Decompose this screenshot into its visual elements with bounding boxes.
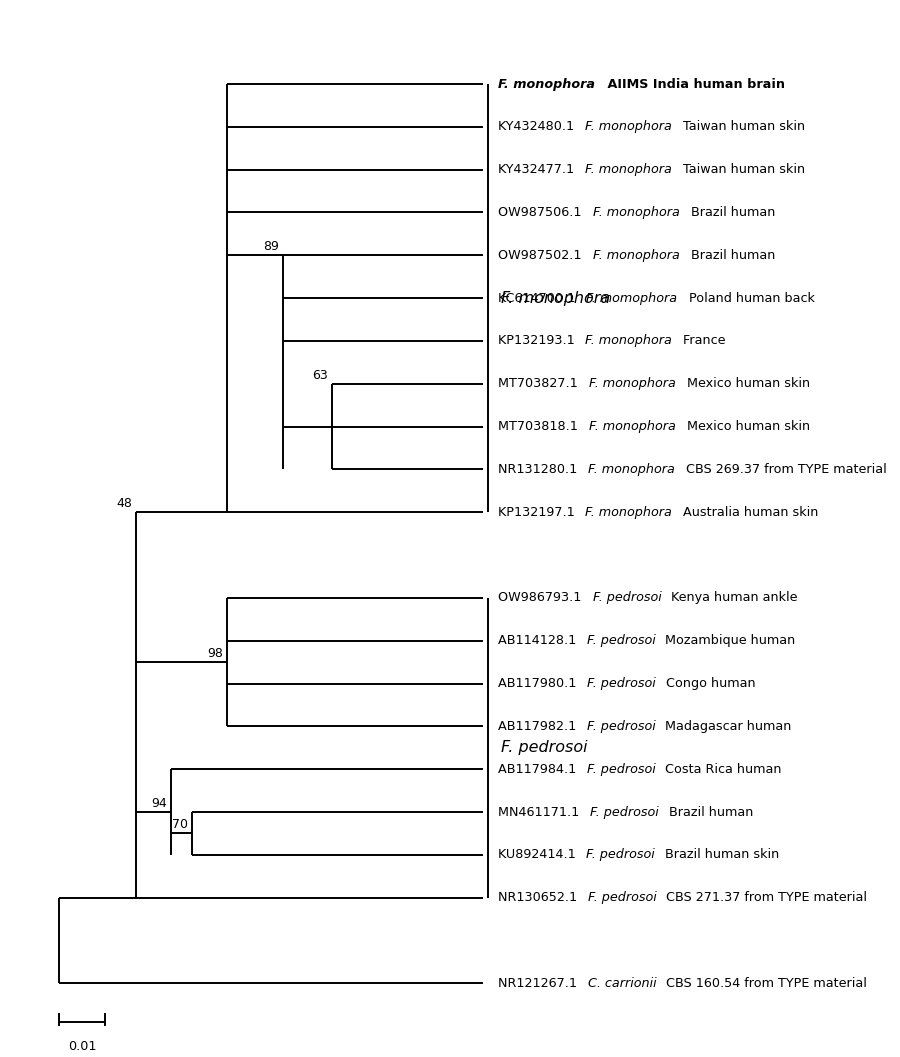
Text: Madagascar human: Madagascar human [662,720,792,733]
Text: C. carrionii: C. carrionii [588,977,656,989]
Text: 70: 70 [172,818,188,831]
Text: Mozambique human: Mozambique human [662,634,796,647]
Text: CBS 160.54 from TYPE material: CBS 160.54 from TYPE material [662,977,867,989]
Text: Mexico human skin: Mexico human skin [683,377,810,390]
Text: F. pedrosoi: F. pedrosoi [590,805,659,818]
Text: F. monophora: F. monophora [585,505,672,519]
Text: Poland human back: Poland human back [685,292,814,304]
Text: MT703818.1: MT703818.1 [498,420,581,433]
Text: Taiwan human skin: Taiwan human skin [679,163,805,177]
Text: KP132193.1: KP132193.1 [498,334,579,348]
Text: MT703827.1: MT703827.1 [498,377,581,390]
Text: NR121267.1: NR121267.1 [498,977,580,989]
Text: 0.01: 0.01 [68,1040,96,1053]
Text: 89: 89 [263,240,279,254]
Text: Brazil human skin: Brazil human skin [661,849,779,861]
Text: AB117982.1: AB117982.1 [498,720,580,733]
Text: Brazil human: Brazil human [665,805,753,818]
Text: Brazil human: Brazil human [687,248,775,262]
Text: OW987506.1: OW987506.1 [498,206,585,219]
Text: F. momophora: F. momophora [586,292,677,304]
Text: MN461171.1: MN461171.1 [498,805,583,818]
Text: 63: 63 [312,369,328,382]
Text: OW987502.1: OW987502.1 [498,248,585,262]
Text: F. monophora: F. monophora [585,334,672,348]
Text: F. monophora: F. monophora [500,291,610,305]
Text: F. monophora: F. monophora [585,163,671,177]
Text: KY432477.1: KY432477.1 [498,163,578,177]
Text: F. monophora: F. monophora [589,377,676,390]
Text: OW986793.1: OW986793.1 [498,591,585,605]
Text: F. monophora: F. monophora [593,206,680,219]
Text: F. pedrosoi: F. pedrosoi [587,763,656,776]
Text: KC614700.1: KC614700.1 [498,292,580,304]
Text: 98: 98 [207,647,223,660]
Text: F. pedrosoi: F. pedrosoi [587,678,656,690]
Text: F. monophora: F. monophora [498,77,595,91]
Text: KY432480.1: KY432480.1 [498,120,578,133]
Text: AIIMS India human brain: AIIMS India human brain [603,77,785,91]
Text: F. monophora: F. monophora [588,463,675,476]
Text: F. pedrosoi: F. pedrosoi [500,740,588,756]
Text: F. pedrosoi: F. pedrosoi [587,634,656,647]
Text: AB117984.1: AB117984.1 [498,763,580,776]
Text: Kenya human ankle: Kenya human ankle [667,591,797,605]
Text: F. monophora: F. monophora [589,420,676,433]
Text: F. pedrosoi: F. pedrosoi [587,720,656,733]
Text: NR130652.1: NR130652.1 [498,891,581,904]
Text: AB117980.1: AB117980.1 [498,678,580,690]
Text: 94: 94 [151,797,167,810]
Text: AB114128.1: AB114128.1 [498,634,580,647]
Text: KU892414.1: KU892414.1 [498,849,580,861]
Text: Australia human skin: Australia human skin [680,505,819,519]
Text: Costa Rica human: Costa Rica human [662,763,782,776]
Text: Congo human: Congo human [662,678,755,690]
Text: Taiwan human skin: Taiwan human skin [679,120,805,133]
Text: F. pedrosoi: F. pedrosoi [587,849,655,861]
Text: France: France [680,334,726,348]
Text: F. monophora: F. monophora [593,248,680,262]
Text: Mexico human skin: Mexico human skin [683,420,810,433]
Text: KP132197.1: KP132197.1 [498,505,579,519]
Text: F. pedrosoi: F. pedrosoi [588,891,657,904]
Text: F. monophora: F. monophora [585,120,671,133]
Text: F. pedrosoi: F. pedrosoi [592,591,662,605]
Text: CBS 271.37 from TYPE material: CBS 271.37 from TYPE material [662,891,868,904]
Text: NR131280.1: NR131280.1 [498,463,581,476]
Text: CBS 269.37 from TYPE material: CBS 269.37 from TYPE material [682,463,886,476]
Text: 48: 48 [116,497,132,511]
Text: Brazil human: Brazil human [687,206,775,219]
